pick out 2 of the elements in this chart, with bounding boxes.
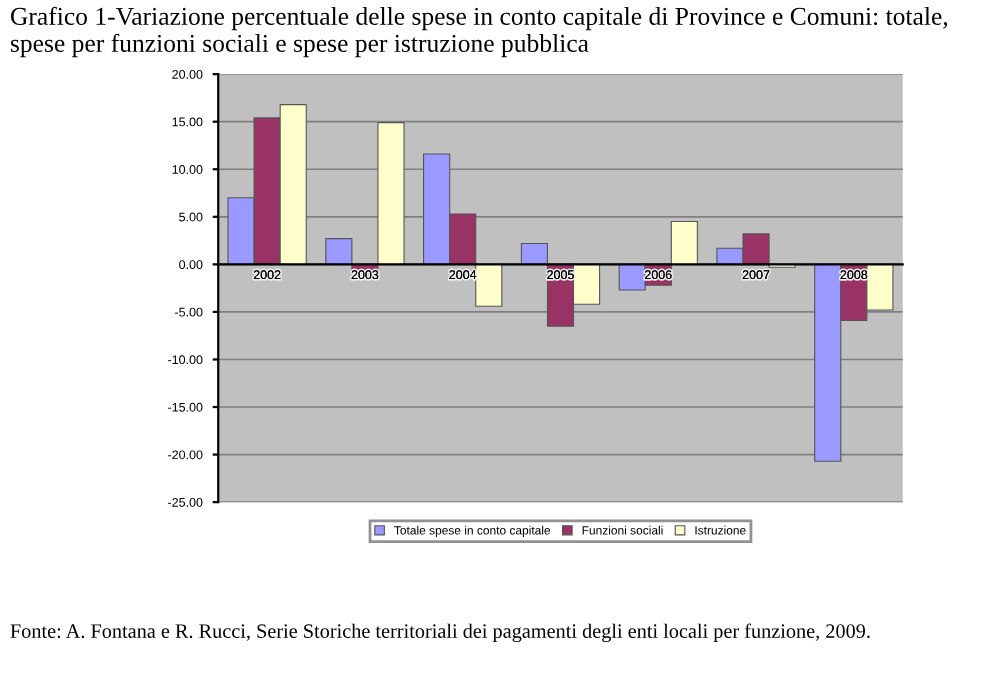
source-note: Fonte: A. Fontana e R. Rucci, Serie Storiche territoriali dei pagamenti degli enti locali per funzione, 2009. <box>10 623 870 643</box>
chart-title: Grafico 1-Variazione percentuale delle spese in conto capitale di Province e Comuni: totale, spese per funzioni sociali e spese per istruzione pubblica <box>10 6 948 58</box>
